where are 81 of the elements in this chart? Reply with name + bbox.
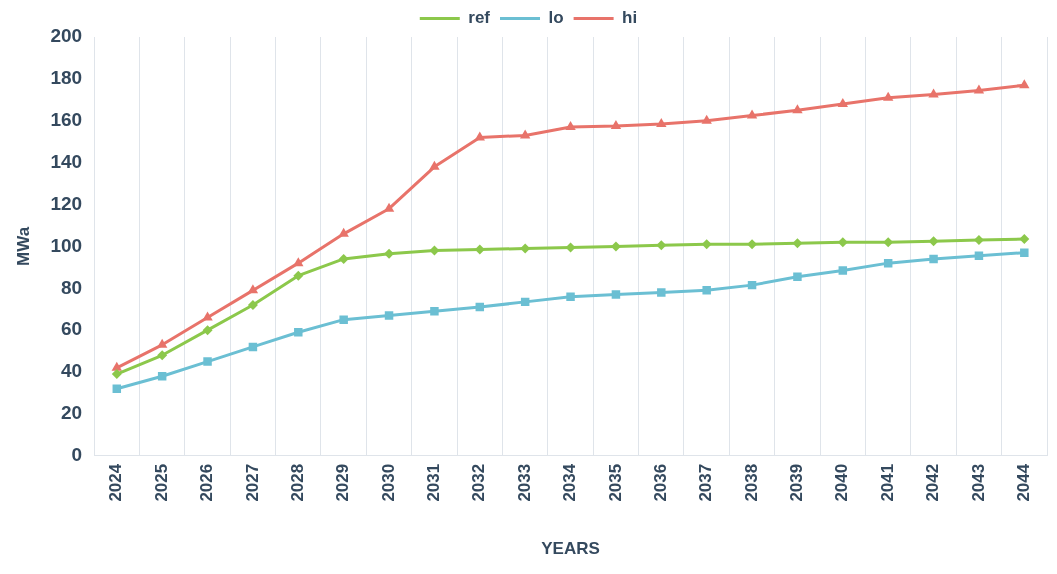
x-tick-label: 2024	[106, 463, 126, 502]
y-tick-label: 160	[50, 108, 83, 130]
point	[838, 266, 848, 275]
point	[293, 257, 304, 267]
legend-label: ref	[468, 8, 491, 28]
point	[610, 119, 622, 129]
point	[746, 109, 758, 119]
point	[793, 272, 802, 281]
point	[429, 245, 440, 256]
point	[657, 288, 666, 297]
x-tick-label: 2032	[469, 463, 489, 502]
point	[519, 129, 531, 139]
x-tick-label: 2030	[378, 463, 398, 502]
point	[611, 290, 621, 299]
point	[565, 121, 576, 131]
point	[474, 131, 485, 141]
x-tick-label: 2026	[197, 463, 217, 502]
x-tick-label: 2033	[514, 463, 534, 502]
x-tick-label: 2037	[696, 463, 716, 502]
point	[338, 253, 349, 264]
y-tick-label: 0	[71, 444, 83, 466]
point	[702, 286, 711, 295]
y-tick-label: 180	[50, 67, 83, 89]
x-tick-label: 2039	[787, 463, 807, 502]
x-tick-label: 2043	[968, 463, 988, 502]
point	[928, 88, 939, 98]
point	[566, 292, 575, 301]
y-axis-title: MWa	[13, 226, 33, 266]
point	[1019, 234, 1030, 245]
point	[202, 325, 213, 336]
y-tick-label: 80	[60, 276, 83, 298]
x-tick-label: 2038	[741, 463, 761, 502]
point	[247, 300, 258, 311]
x-tick-label: 2035	[605, 463, 625, 502]
point	[157, 350, 168, 361]
y-tick-label: 140	[50, 150, 83, 172]
point	[929, 254, 938, 264]
point	[1019, 79, 1030, 89]
point	[792, 238, 803, 249]
y-tick-label: 20	[60, 402, 83, 424]
point	[429, 160, 440, 170]
point	[792, 104, 803, 114]
x-tick-label: 2034	[560, 463, 580, 502]
legend-label: lo	[548, 8, 564, 28]
point	[293, 270, 304, 281]
x-tick-label: 2027	[242, 463, 262, 502]
x-tick-label: 2028	[287, 463, 307, 502]
point	[430, 307, 439, 316]
point	[928, 236, 939, 247]
point	[973, 84, 985, 94]
point	[203, 357, 212, 366]
x-axis-title: YEARS	[541, 539, 600, 559]
point	[883, 237, 894, 248]
legend-label: hi	[622, 8, 638, 28]
point	[565, 242, 576, 253]
x-tick-label: 2042	[923, 463, 943, 502]
point	[384, 311, 394, 320]
y-tick-label: 40	[60, 360, 83, 382]
x-tick-label: 2029	[333, 463, 353, 502]
point	[294, 328, 303, 337]
point	[701, 114, 712, 124]
y-tick-label: 120	[50, 192, 83, 214]
point	[111, 369, 122, 380]
y-tick-label: 200	[50, 25, 83, 47]
point	[339, 315, 348, 324]
point	[656, 117, 667, 127]
x-tick-label: 2031	[424, 463, 444, 502]
x-tick-label: 2040	[832, 463, 852, 502]
point	[882, 91, 894, 101]
x-tick-label: 2041	[877, 463, 897, 502]
x-tick-label: 2044	[1014, 463, 1033, 502]
point	[247, 284, 259, 294]
point	[656, 240, 667, 251]
point	[202, 311, 213, 321]
point	[1020, 248, 1029, 257]
y-tick-label: 100	[50, 234, 83, 256]
point	[338, 227, 349, 237]
x-tick-label: 2036	[650, 463, 670, 502]
x-tick-label: 2025	[151, 463, 171, 502]
point	[837, 98, 848, 108]
y-tick-label: 60	[60, 318, 83, 340]
